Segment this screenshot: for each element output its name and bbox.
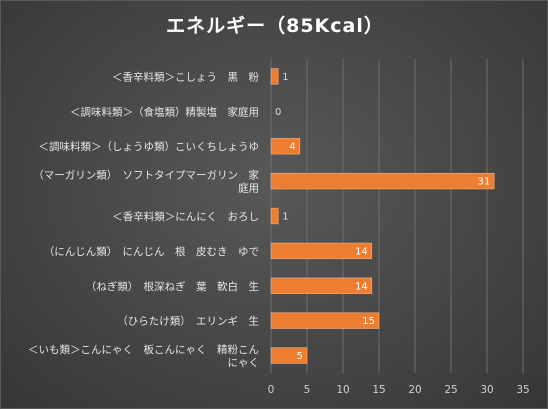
category-label-line: （マーガリン類） ソフトタイプマーガリン 家	[33, 169, 259, 182]
bar	[270, 138, 301, 155]
x-tick-label: 0	[268, 384, 275, 396]
chart-title: エネルギー（85Kcal）	[166, 15, 384, 37]
category-label: ＜香辛料類＞にんにく おろし	[112, 210, 259, 223]
x-tick-label: 5	[304, 384, 311, 396]
category-label: （にんじん類） にんじん 根 皮むき ゆで	[44, 245, 259, 258]
category-label: （ねぎ類） 根深ねぎ 葉 軟白 生	[86, 280, 259, 293]
data-label: 31	[477, 177, 490, 188]
data-label: 14	[355, 281, 368, 292]
category-label-line: 庭用	[238, 182, 259, 195]
x-tick-label: 20	[408, 384, 421, 396]
category-label-line: （にんじん類） にんじん 根 皮むき ゆで	[44, 245, 259, 258]
x-axis-ticks: 0 5 10 15 20 25 30 35	[268, 384, 530, 396]
category-label-line: （ねぎ類） 根深ねぎ 葉 軟白 生	[86, 280, 259, 293]
x-tick-label: 15	[372, 384, 385, 396]
category-label-line: にゃく	[228, 357, 260, 369]
data-label: 0	[275, 107, 281, 118]
category-label: （ひらたけ類） エリンギ 生	[117, 315, 259, 328]
data-label: 15	[362, 316, 375, 327]
category-label-line: （ひらたけ類） エリンギ 生	[117, 315, 259, 328]
bar	[270, 347, 308, 364]
category-label: ＜調味料類＞（食塩類）精製塩 家庭用	[70, 105, 259, 118]
category-label: ＜香辛料類＞こしょう 黒 粉	[112, 70, 259, 83]
bar	[270, 312, 380, 329]
bar	[270, 207, 279, 225]
data-label: 1	[282, 212, 288, 223]
bar	[270, 242, 373, 260]
data-label: 14	[355, 246, 368, 257]
bar	[270, 68, 279, 85]
bar	[270, 172, 495, 190]
category-labels: ＜香辛料類＞こしょう 黒 粉 ＜調味料類＞（食塩類）精製塩 家庭用 ＜調味料類＞（し…	[28, 70, 259, 369]
category-label: （マーガリン類） ソフトタイプマーガリン 家庭用	[33, 169, 259, 195]
data-label: 5	[297, 351, 303, 362]
category-label-line: ＜香辛料類＞こしょう 黒 粉	[112, 70, 259, 83]
category-label: ＜調味料類＞（しょうゆ類）こいくちしょうゆ	[39, 140, 260, 153]
data-label: 1	[282, 72, 288, 83]
category-label-line: ＜調味料類＞（しょうゆ類）こいくちしょうゆ	[39, 140, 260, 153]
x-tick-label: 10	[336, 384, 349, 396]
x-tick-label: 35	[516, 384, 529, 396]
category-label-line: ＜調味料類＞（食塩類）精製塩 家庭用	[70, 105, 259, 118]
x-tick-label: 25	[444, 384, 457, 396]
x-tick-label: 30	[480, 384, 493, 396]
category-label-line: ＜いも類＞こんにゃく 板こんにゃく 精粉こん	[28, 343, 259, 356]
category-label-line: ＜香辛料類＞にんにく おろし	[112, 210, 259, 223]
data-label: 4	[289, 142, 295, 153]
bars: 1 0 4 31 1 14 14 15 5	[270, 68, 495, 364]
bar	[270, 277, 373, 294]
